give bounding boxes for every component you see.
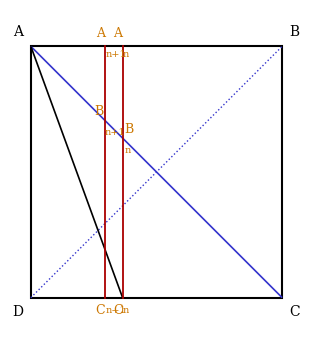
Text: n: n xyxy=(124,146,131,154)
Text: C: C xyxy=(290,305,300,319)
Text: n+1: n+1 xyxy=(105,307,126,315)
Text: B: B xyxy=(124,122,133,136)
Text: C: C xyxy=(113,304,123,317)
Text: B: B xyxy=(95,105,104,118)
Text: A: A xyxy=(13,25,23,39)
Text: n+1: n+1 xyxy=(104,128,125,137)
Text: A: A xyxy=(114,27,123,40)
Text: n: n xyxy=(123,307,129,315)
Text: A: A xyxy=(96,27,105,40)
Text: C: C xyxy=(95,304,105,317)
Text: D: D xyxy=(12,305,23,319)
Text: n: n xyxy=(123,50,129,59)
Text: B: B xyxy=(290,25,300,39)
Text: n+1: n+1 xyxy=(105,50,126,59)
